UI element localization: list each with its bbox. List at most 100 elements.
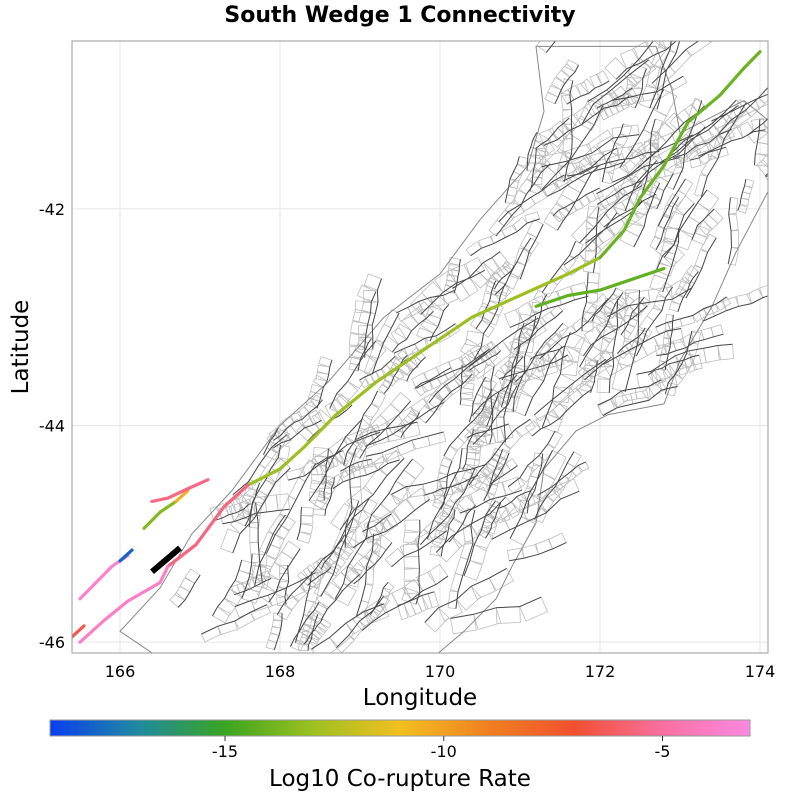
fault-trace [311,603,385,650]
fault-trace [272,419,322,449]
fault-trace [648,354,700,376]
co-rupture-fault-secondary-b [174,488,190,503]
fault-patch [759,284,768,299]
fault-trace [619,89,665,168]
fault-trace [232,467,291,554]
fault-trace [255,502,263,582]
fault-trace [634,68,647,109]
fault-trace [468,418,531,486]
fault-trace [603,328,682,365]
fault-trace [254,514,286,586]
y-axis-label: Latitude [8,300,34,395]
fault-trace [265,463,317,554]
fault-trace [503,343,521,443]
fault-trace [591,287,617,322]
fault-trace [526,453,544,514]
fault-trace [307,566,332,586]
fault-patch [658,41,672,50]
fault-trace [420,468,476,545]
fault-trace [504,156,520,203]
fault-patch [784,140,798,156]
fault-trace [541,105,604,191]
fault-trace [468,317,539,368]
fault-trace [615,41,677,80]
fault-trace [332,459,400,490]
fault-trace [608,299,619,393]
x-tick-label: 166 [105,662,136,681]
fault-trace [765,174,768,178]
y-axis-ticks: -42 -44 -46 [39,200,65,652]
fault-trace [509,295,589,328]
fault-trace [612,75,684,101]
fault-trace [359,400,411,459]
x-axis-ticks: 166 168 170 172 174 [105,662,776,681]
fault-trace [365,431,444,457]
fault-trace [662,228,680,292]
chart-title: South Wedge 1 Connectivity [224,3,575,28]
fault-trace [344,447,357,548]
fault-trace [472,385,518,445]
fault-trace [336,596,384,648]
colorbar-tick-label: -15 [212,742,238,761]
fault-trace [657,178,686,227]
fault-trace [276,551,334,615]
co-rupture-fault-fiordland-tip [118,548,134,563]
fault-trace [597,379,662,406]
fault-patch [771,76,791,92]
fault-trace [320,534,346,570]
fault-trace [440,509,456,557]
fault-trace [463,500,496,576]
fault-trace [415,519,421,605]
co-rupture-fault-alpine-south [166,483,250,568]
fault-trace [702,295,768,322]
fault-trace [400,412,420,438]
source-rupture-segment [150,545,182,575]
fault-trace [222,508,290,525]
fault-trace [635,286,673,357]
fault-patch [791,85,800,105]
fault-trace [213,503,250,522]
fault-trace [366,458,413,528]
co-rupture-fault-alpine-central [246,256,602,487]
fault-trace [590,360,598,393]
fault-trace [357,338,372,372]
fault-trace [534,451,575,520]
fault-trace [420,269,485,315]
fault-trace [494,265,515,290]
fault-trace [425,373,473,424]
fault-trace [737,179,747,211]
fault-trace [582,305,648,357]
fault-trace [365,401,444,447]
fault-trace [371,278,382,350]
fault-trace [316,359,333,409]
fault-trace [660,105,739,163]
fault-trace [353,542,393,585]
fault-patch [777,144,791,160]
fault-trace [501,322,525,408]
fault-trace [563,147,618,182]
fault-trace [201,604,268,635]
fault-trace [567,150,660,177]
fault-trace [584,356,612,381]
x-tick-label: 168 [265,662,296,681]
fault-trace [617,327,646,354]
fault-trace [406,356,426,382]
fault-trace [592,207,600,273]
fault-trace [396,289,455,314]
fault-trace [234,578,272,596]
fault-trace [539,298,609,360]
fault-trace [698,129,766,157]
co-rupture-fault-hope-fault [534,266,666,308]
fault-trace [651,41,700,84]
fault-trace [241,553,253,599]
fault-trace [633,182,661,248]
fault-trace [355,533,375,617]
fault-trace [579,292,624,368]
fault-trace [533,358,606,416]
fault-patch [789,146,800,165]
fault-trace [468,376,487,423]
fault-trace [383,354,408,394]
fault-trace [487,453,510,493]
fault-trace [587,41,654,103]
fault-trace [428,348,490,404]
